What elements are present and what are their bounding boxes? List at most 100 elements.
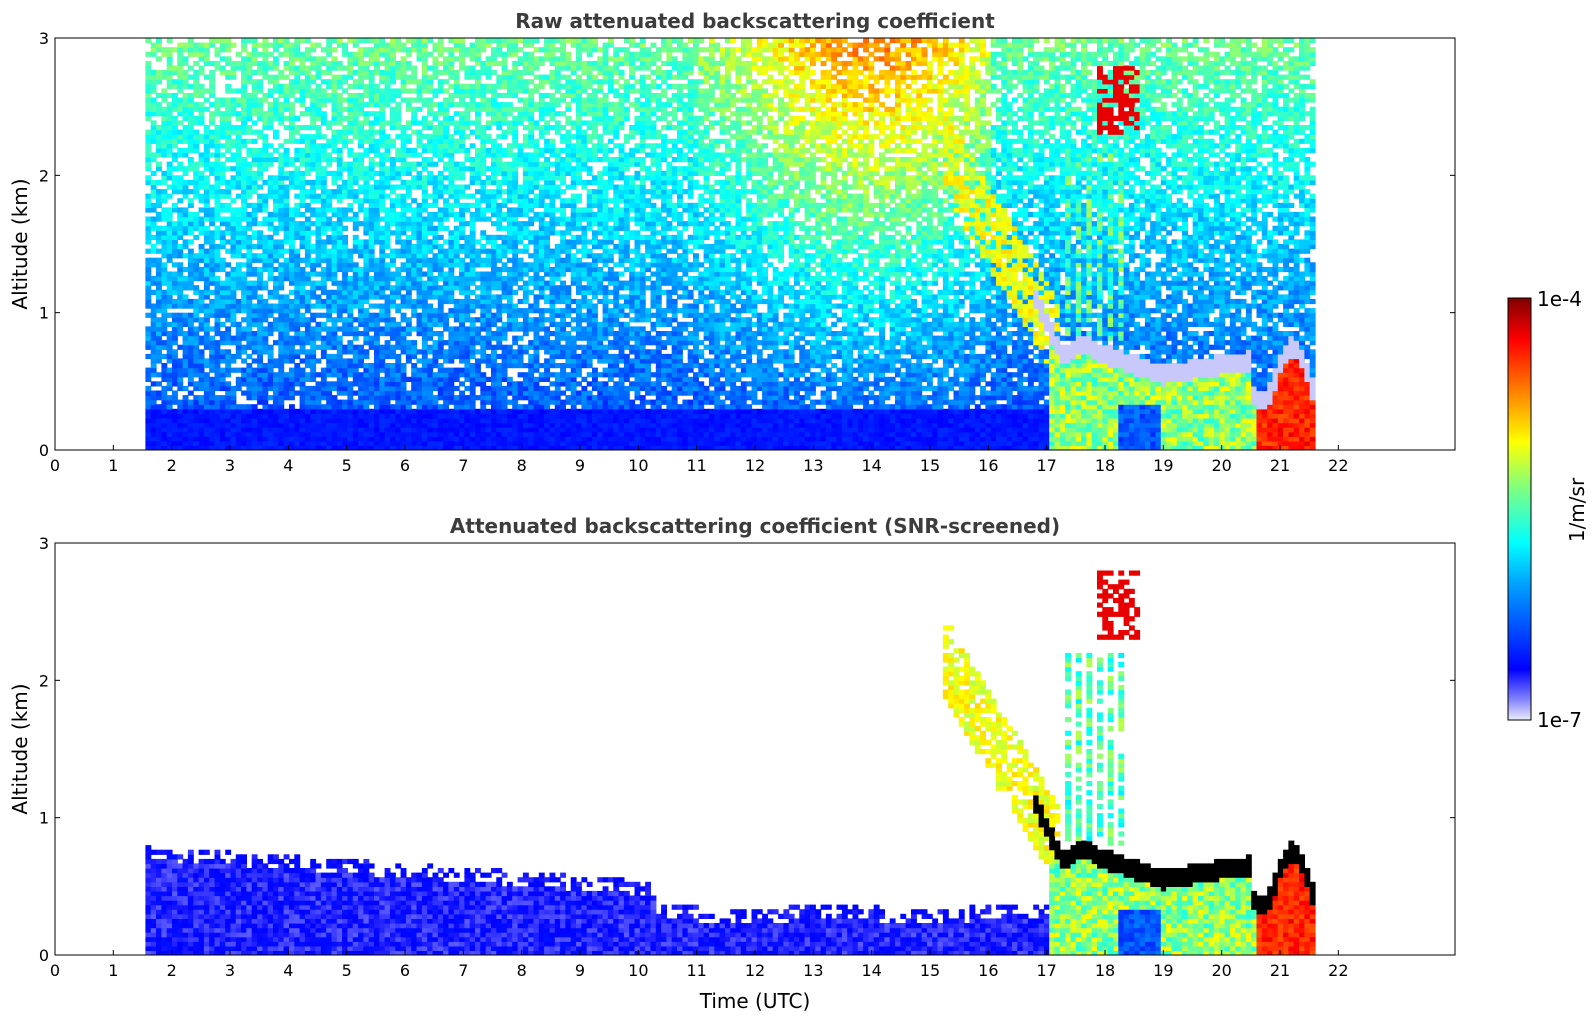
heatmap-cell	[225, 340, 232, 346]
heatmap-cell	[150, 70, 157, 76]
heatmap-cell	[187, 189, 194, 195]
heatmap-cell	[299, 193, 306, 199]
heatmap-cell	[299, 221, 306, 227]
heatmap-cell	[299, 349, 306, 355]
heatmap-cell	[363, 166, 370, 172]
heatmap-cell	[209, 88, 216, 94]
heatmap-cell	[358, 431, 364, 437]
heatmap-cell	[485, 83, 492, 89]
heatmap-cell	[347, 262, 354, 268]
heatmap-cell	[145, 376, 152, 382]
heatmap-cell	[289, 418, 295, 424]
heatmap-cell	[310, 372, 317, 378]
heatmap-cell	[230, 184, 237, 190]
heatmap-cell	[432, 125, 439, 131]
heatmap-cell	[352, 102, 359, 108]
heatmap-cell	[485, 207, 492, 213]
heatmap-cell	[512, 276, 519, 282]
heatmap-cell	[390, 326, 396, 332]
heatmap-cell	[209, 312, 216, 318]
heatmap-cell	[145, 111, 152, 117]
heatmap-cell	[368, 317, 375, 323]
heatmap-cell	[480, 102, 487, 108]
heatmap-cell	[501, 248, 508, 254]
heatmap-cell	[241, 38, 247, 44]
heatmap-cell	[326, 248, 333, 254]
heatmap-cell	[469, 65, 476, 71]
heatmap-cell	[310, 230, 317, 236]
heatmap-cell	[475, 60, 481, 67]
heatmap-cell	[172, 427, 178, 433]
heatmap-cell	[485, 193, 492, 199]
heatmap-cell	[214, 212, 221, 218]
heatmap-cell	[187, 120, 194, 126]
heatmap-cell	[225, 60, 232, 67]
heatmap-cell	[257, 152, 263, 158]
heatmap-cell	[156, 408, 162, 414]
heatmap-cell	[278, 349, 285, 355]
heatmap-cell	[320, 198, 327, 204]
heatmap-cell	[304, 83, 311, 89]
heatmap-cell	[246, 248, 253, 254]
heatmap-cell	[166, 193, 173, 199]
heatmap-cell	[225, 239, 232, 245]
heatmap-cell	[219, 143, 226, 149]
heatmap-cell	[421, 335, 428, 341]
heatmap-cell	[326, 404, 333, 410]
heatmap-cell	[326, 298, 333, 305]
heatmap-cell	[262, 147, 269, 154]
heatmap-cell	[193, 367, 200, 373]
heatmap-cell	[336, 344, 343, 350]
heatmap-cell	[150, 363, 157, 369]
heatmap-cell	[400, 198, 407, 204]
heatmap-cell	[257, 331, 263, 337]
heatmap-cell	[156, 349, 162, 355]
heatmap-cell	[177, 418, 184, 424]
heatmap-cell	[225, 331, 232, 337]
heatmap-cell	[368, 97, 375, 103]
heatmap-cell	[437, 207, 444, 213]
heatmap-cell	[193, 308, 200, 314]
heatmap-cell	[506, 106, 513, 112]
heatmap-cell	[459, 92, 465, 99]
heatmap-cell	[432, 372, 439, 378]
heatmap-cell	[251, 280, 258, 286]
heatmap-cell	[177, 161, 184, 167]
heatmap-cell	[411, 207, 418, 213]
heatmap-cell	[443, 431, 449, 437]
heatmap-cell	[347, 189, 354, 195]
heatmap-cell	[501, 440, 508, 446]
heatmap-cell	[241, 106, 247, 112]
heatmap-cell	[209, 244, 216, 250]
heatmap-cell	[342, 381, 348, 387]
heatmap-cell	[294, 363, 301, 369]
heatmap-cell	[278, 303, 285, 309]
heatmap-cell	[320, 408, 327, 414]
heatmap-cell	[246, 298, 253, 305]
heatmap-cell	[304, 289, 311, 295]
heatmap-cell	[166, 74, 173, 80]
heatmap-cell	[283, 390, 290, 396]
heatmap-cell	[400, 170, 407, 176]
heatmap-cell	[219, 221, 226, 227]
heatmap-cell	[156, 331, 162, 337]
heatmap-cell	[395, 395, 402, 401]
heatmap-cell	[342, 184, 348, 190]
heatmap-cell	[262, 349, 269, 355]
heatmap-cell	[443, 216, 449, 222]
heatmap-cell	[384, 427, 391, 433]
heatmap-cell	[241, 285, 247, 291]
heatmap-cell	[485, 74, 492, 80]
heatmap-cell	[289, 170, 295, 176]
heatmap-cell	[209, 79, 216, 85]
heatmap-cell	[172, 418, 178, 424]
heatmap-cell	[421, 385, 428, 392]
heatmap-cell	[480, 436, 487, 442]
heatmap-cell	[219, 445, 226, 450]
heatmap-cell	[315, 92, 322, 99]
heatmap-cell	[358, 92, 364, 99]
heatmap-cell	[262, 111, 269, 117]
heatmap-cell	[182, 422, 189, 428]
heatmap-cell	[469, 212, 476, 218]
heatmap-cell	[374, 225, 380, 231]
